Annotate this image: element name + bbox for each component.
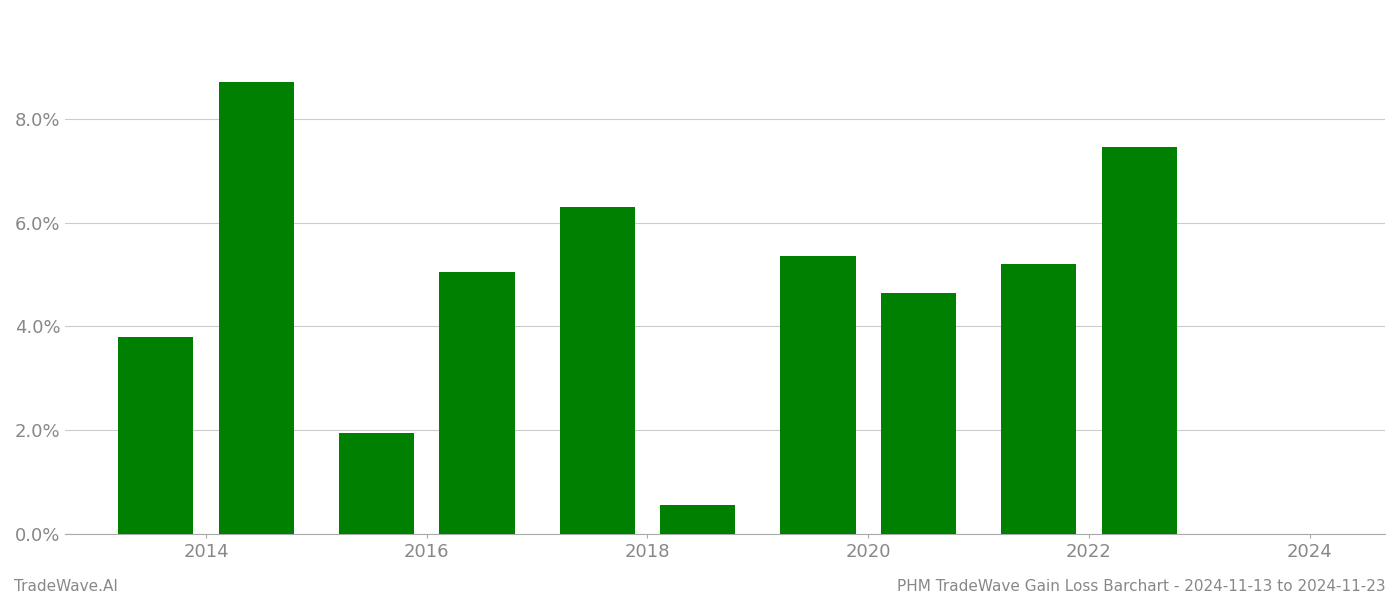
- Bar: [440, 272, 515, 534]
- Text: PHM TradeWave Gain Loss Barchart - 2024-11-13 to 2024-11-23: PHM TradeWave Gain Loss Barchart - 2024-…: [897, 579, 1386, 594]
- Bar: [1001, 264, 1077, 534]
- Bar: [339, 433, 414, 534]
- Bar: [881, 293, 956, 534]
- Text: TradeWave.AI: TradeWave.AI: [14, 579, 118, 594]
- Bar: [118, 337, 193, 534]
- Bar: [1102, 148, 1177, 534]
- Bar: [560, 207, 636, 534]
- Bar: [218, 82, 294, 534]
- Bar: [780, 256, 855, 534]
- Bar: [659, 505, 735, 534]
